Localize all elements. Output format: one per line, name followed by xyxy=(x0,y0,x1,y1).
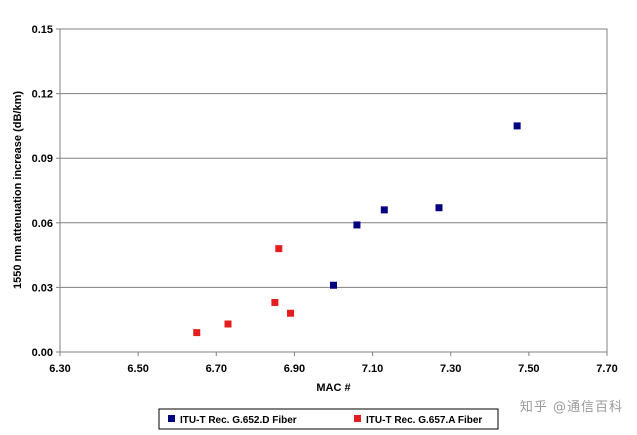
data-point-series-2 xyxy=(271,298,279,306)
data-point-series-1 xyxy=(435,204,443,212)
data-point-series-1 xyxy=(330,281,337,289)
watermark-text: 知乎 @通信百科 xyxy=(519,400,623,415)
y-tick-label: 0.06 xyxy=(32,218,53,230)
legend-marker-g652d xyxy=(168,415,175,422)
x-tick-labels: 6.30 6.50 6.70 6.90 7.10 7.30 7.50 7.70 xyxy=(49,352,618,375)
legend-marker-g657a xyxy=(354,415,361,422)
y-tick-label: 0.03 xyxy=(32,282,53,294)
x-tick-label: 7.30 xyxy=(440,363,461,375)
x-tick-label: 7.50 xyxy=(518,363,539,375)
y-tick-label: 0.00 xyxy=(32,347,53,359)
x-tick-label: 6.30 xyxy=(49,363,70,375)
data-point-series-1 xyxy=(513,122,521,130)
x-axis-title: MAC # xyxy=(316,382,350,394)
x-tick-label: 6.50 xyxy=(127,363,148,375)
plot-area xyxy=(59,28,608,353)
y-tick-label: 0.12 xyxy=(32,89,53,101)
data-point-series-1 xyxy=(380,206,388,214)
x-tick-label: 7.70 xyxy=(596,363,617,375)
y-tick-labels: 0.00 0.03 0.06 0.09 0.12 0.15 xyxy=(32,24,60,359)
data-points xyxy=(193,122,521,337)
x-tick-label: 6.70 xyxy=(206,363,227,375)
data-point-series-1 xyxy=(353,221,361,229)
legend: ITU-T Rec. G.652.D Fiber ITU-T Rec. G.65… xyxy=(158,408,499,430)
data-point-series-2 xyxy=(224,320,232,328)
legend-label-g657a: ITU-T Rec. G.657.A Fiber xyxy=(366,415,482,426)
y-tick-label: 0.09 xyxy=(32,153,53,165)
data-point-series-2 xyxy=(287,309,295,317)
y-axis-title: 1550 nm attenuation increase (dB/km) xyxy=(12,91,24,289)
legend-box xyxy=(158,408,499,430)
legend-label-g652d: ITU-T Rec. G.652.D Fiber xyxy=(180,415,297,426)
x-tick-label: 6.90 xyxy=(284,363,305,375)
y-tick-label: 0.15 xyxy=(32,24,53,36)
x-tick-label: 7.10 xyxy=(362,363,383,375)
data-point-series-2 xyxy=(193,329,201,337)
data-point-series-2 xyxy=(275,245,283,253)
